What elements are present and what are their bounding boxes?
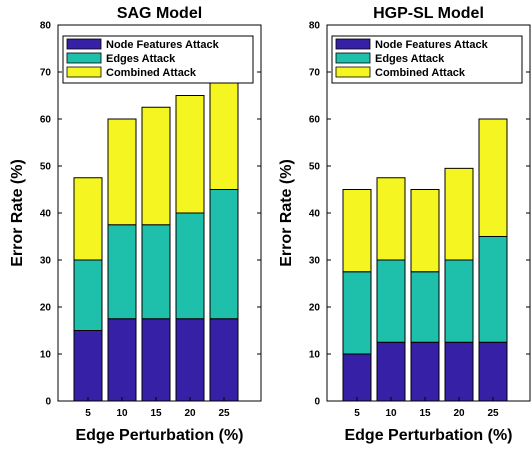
x-axis-label: Edge Perturbation (%): [75, 427, 243, 444]
chart-title: HGP-SL Model: [373, 5, 484, 22]
bar-combined-15: [141, 106, 171, 226]
legend-swatch: [335, 52, 371, 64]
y-tick-label: 0: [45, 397, 51, 408]
bar-node-5: [342, 353, 372, 402]
y-tick-label: 40: [40, 209, 52, 220]
chart-panel-2: HGP-SL Model 5 10 15 20 25 0 10 20 30 40 50 60 70 80 Ed…: [278, 5, 531, 444]
bar-combined-5: [73, 177, 103, 261]
x-tick-label: 10: [385, 408, 397, 419]
bar-node-20: [175, 318, 205, 402]
legend-swatch: [66, 66, 102, 78]
x-tick-label: 5: [354, 408, 360, 419]
legend-label: Node Features Attack: [106, 39, 220, 51]
legend-swatch: [66, 38, 102, 50]
legend-swatch: [335, 66, 371, 78]
y-tick-label: 30: [309, 256, 321, 267]
bar-combined-20: [444, 167, 474, 261]
bar-edges-10: [376, 259, 406, 343]
bar-node-10: [107, 318, 137, 402]
bar-combined-10: [107, 118, 137, 226]
bar-edges-15: [141, 224, 171, 320]
y-tick-label: 70: [309, 68, 321, 79]
bar-combined-10: [376, 177, 406, 261]
bar-edges-25: [209, 189, 239, 320]
legend-label: Edges Attack: [106, 53, 176, 65]
y-axis-label: Error Rate (%): [9, 159, 26, 267]
x-axis-label: Edge Perturbation (%): [344, 427, 512, 444]
bar-node-20: [444, 341, 474, 402]
bar-combined-25: [478, 118, 508, 237]
y-tick-label: 10: [40, 350, 52, 361]
x-tick-label: 25: [487, 408, 499, 419]
chart-title: SAG Model: [117, 5, 202, 22]
chart-panel-1: SAG Model 5 10 15 20 25 0 10 20 30 40 50 60 70 80 Edge …: [9, 5, 262, 444]
bar-edges-5: [73, 259, 103, 331]
legend-label: Node Features Attack: [375, 39, 489, 51]
bar-edges-25: [478, 236, 508, 343]
y-tick-label: 20: [309, 303, 321, 314]
legend-swatch: [66, 52, 102, 64]
bar-combined-5: [342, 189, 372, 273]
y-tick-label: 50: [309, 162, 321, 173]
bar-edges-20: [175, 212, 205, 320]
y-tick-label: 60: [40, 115, 52, 126]
bar-edges-10: [107, 224, 137, 320]
y-tick-label: 50: [40, 162, 52, 173]
bar-node-10: [376, 341, 406, 402]
bar-node-25: [209, 318, 239, 402]
y-tick-label: 0: [314, 397, 320, 408]
x-tick-label: 10: [116, 408, 128, 419]
x-tick-label: 25: [218, 408, 230, 419]
legend-label: Edges Attack: [375, 53, 445, 65]
x-tick-label: 20: [184, 408, 196, 419]
legend-swatch: [335, 38, 371, 50]
x-tick-label: 5: [85, 408, 91, 419]
x-tick-label: 15: [150, 408, 162, 419]
bar-node-15: [141, 318, 171, 402]
y-tick-label: 70: [40, 68, 52, 79]
y-tick-label: 10: [309, 350, 321, 361]
x-tick-label: 15: [419, 408, 431, 419]
y-tick-label: 80: [309, 21, 321, 32]
y-axis-label: Error Rate (%): [278, 159, 295, 267]
bar-edges-20: [444, 259, 474, 343]
bar-node-15: [410, 341, 440, 402]
legend: Node Features Attack Edges Attack Combined…: [62, 35, 254, 84]
bar-combined-15: [410, 189, 440, 273]
bar-node-25: [478, 341, 508, 402]
bar-node-5: [73, 330, 103, 402]
bar-combined-20: [175, 95, 205, 214]
legend-label: Combined Attack: [375, 67, 466, 79]
legend: Node Features Attack Edges Attack Combined…: [331, 35, 523, 84]
y-tick-label: 40: [309, 209, 321, 220]
bar-edges-5: [342, 271, 372, 355]
bar-edges-15: [410, 271, 440, 343]
y-tick-label: 80: [40, 21, 52, 32]
y-tick-label: 60: [309, 115, 321, 126]
y-tick-label: 30: [40, 256, 52, 267]
legend-label: Combined Attack: [106, 67, 197, 79]
y-tick-label: 20: [40, 303, 52, 314]
x-tick-label: 20: [453, 408, 465, 419]
